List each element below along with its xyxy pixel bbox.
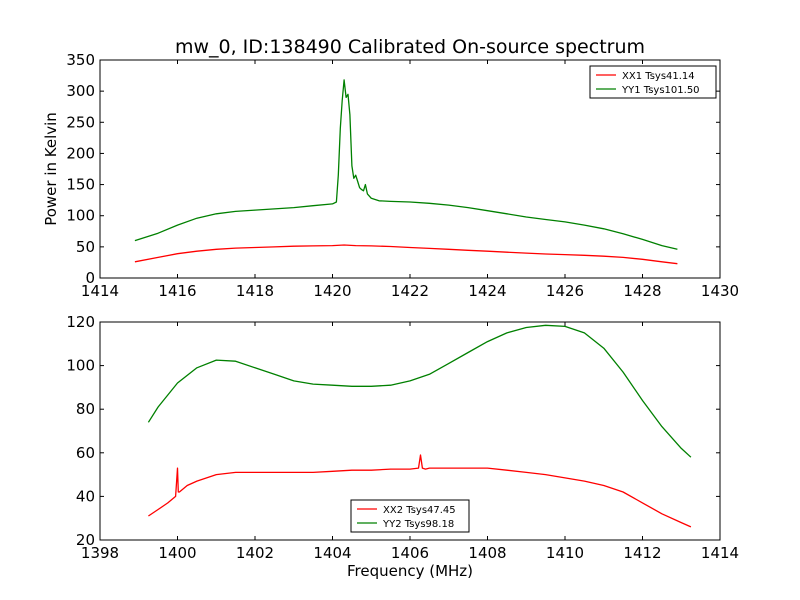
x-tick-label: 1400 (158, 544, 196, 562)
x-axis-label: Frequency (MHz) (347, 562, 473, 580)
legend-box (350, 499, 470, 533)
x-tick-label: 1412 (623, 544, 661, 562)
x-tick-label: 1418 (236, 282, 274, 300)
y-tick-label: 120 (66, 313, 95, 331)
x-tick-label: 1414 (81, 282, 119, 300)
x-tick-label: 1416 (158, 282, 196, 300)
legend: XX2 Tsys47.45 YY2 Tsys98.18 (350, 499, 470, 533)
x-tick-label: 1408 (468, 544, 506, 562)
legend-label: YY2 Tsys98.18 (382, 519, 454, 530)
y-tick-label: 350 (66, 51, 95, 69)
top-plot: 1414 1416 1418 1420 1422 1424 1426 1428 1430 0 50 1… (42, 51, 739, 300)
x-tick-label: 1430 (701, 282, 739, 300)
series-line-2-2 (147, 324, 692, 458)
series-line-1-2 (134, 79, 678, 250)
x-tick-label: 1402 (236, 544, 274, 562)
series-line-1-1 (134, 244, 678, 265)
y-tick-label: 60 (76, 444, 95, 462)
x-tick-label: 1422 (391, 282, 429, 300)
legend-label: XX2 Tsys47.45 (383, 505, 456, 516)
y-tick-label: 100 (66, 357, 95, 375)
y-tick-label: 20 (76, 531, 95, 549)
x-tick-label: 1404 (313, 544, 351, 562)
legend-box (589, 65, 717, 99)
y-tick-label: 300 (66, 82, 95, 100)
x-tick-label: 1398 (81, 544, 119, 562)
legend-label: YY1 Tsys101.50 (621, 85, 700, 96)
y-axis-label: Power in Kelvin (42, 112, 60, 226)
y-tick-label: 50 (76, 238, 95, 256)
y-tick-label: 0 (85, 269, 95, 287)
x-tick-label: 1428 (623, 282, 661, 300)
y-tick-label: 80 (76, 400, 95, 418)
x-tick-label: 1426 (546, 282, 584, 300)
y-tick-label: 250 (66, 113, 95, 131)
y-tick-label: 100 (66, 207, 95, 225)
y-tick-label: 150 (66, 176, 95, 194)
y-tick-label: 40 (76, 487, 95, 505)
x-tick-label: 1410 (546, 544, 584, 562)
series-line-2-1 (148, 454, 692, 528)
legend-label: XX1 Tsys41.14 (622, 71, 695, 82)
x-tick-label: 1424 (468, 282, 506, 300)
x-tick-label: 1406 (391, 544, 429, 562)
figure-title: mw_0, ID:138490 Calibrated On-source spe… (175, 36, 645, 58)
bottom-plot: 1398 1400 1402 1404 1406 1408 1410 1412 1414 20 40… (66, 313, 739, 580)
x-tick-label: 1420 (313, 282, 351, 300)
y-tick-label: 200 (66, 144, 95, 162)
legend: XX1 Tsys41.14 YY1 Tsys101.50 (589, 65, 717, 99)
x-tick-label: 1414 (701, 544, 739, 562)
